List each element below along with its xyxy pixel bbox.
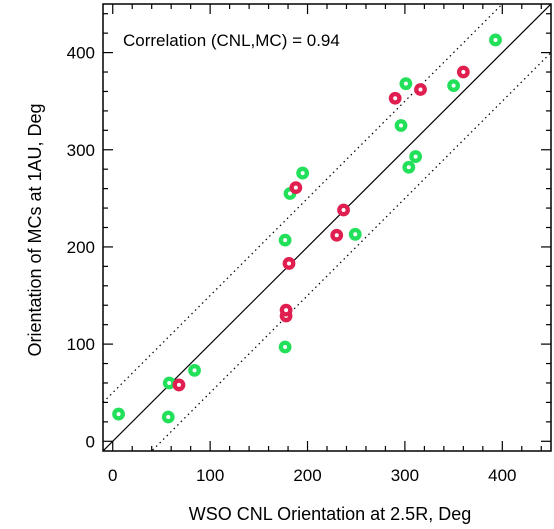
x-tick-label: 300 [391, 466, 419, 485]
red-data-point [172, 378, 186, 392]
y-axis-title: Orientation of MCs at 1AU, Deg [25, 103, 45, 356]
green-data-point [348, 227, 362, 241]
x-tick-label: 0 [108, 466, 117, 485]
green-data-point [162, 376, 176, 390]
correlation-annotation: Correlation (CNL,MC) = 0.94 [123, 31, 340, 50]
red-data-point [414, 83, 427, 96]
y-tick-label: 0 [86, 432, 95, 451]
y-tick-label: 100 [67, 335, 95, 354]
green-data-point [447, 79, 461, 93]
offset-line-1 [103, 4, 504, 403]
red-data-point [279, 303, 293, 317]
green-data-point [489, 33, 502, 47]
green-data-point [409, 150, 423, 163]
data-points [112, 33, 502, 424]
x-tick-label: 400 [488, 466, 516, 485]
y-tick-label: 400 [67, 44, 95, 63]
green-data-point [296, 166, 310, 180]
reference-lines [103, 4, 551, 451]
red-data-point [456, 65, 470, 79]
green-data-point [399, 77, 413, 91]
red-data-point [289, 181, 303, 195]
ticks: 0 100 200 300 400 0 100 200 300 400 [67, 4, 551, 485]
red-data-point [330, 228, 344, 242]
y-tick-label: 300 [67, 141, 95, 160]
green-data-point [112, 407, 125, 421]
green-data-point [394, 119, 408, 132]
red-data-point [388, 91, 402, 105]
x-tick-label: 100 [196, 466, 224, 485]
green-data-point [402, 160, 416, 174]
offset-line-2 [150, 52, 551, 451]
identity-line [103, 4, 551, 451]
green-data-point [278, 340, 292, 354]
red-data-point [282, 257, 296, 270]
green-data-point [188, 363, 201, 377]
y-tick-label: 200 [67, 238, 95, 257]
x-axis-title: WSO CNL Orientation at 2.5R, Deg [189, 504, 471, 524]
green-data-point [278, 233, 292, 247]
green-data-point [161, 410, 175, 424]
x-tick-label: 200 [293, 466, 321, 485]
red-data-point [337, 203, 350, 217]
